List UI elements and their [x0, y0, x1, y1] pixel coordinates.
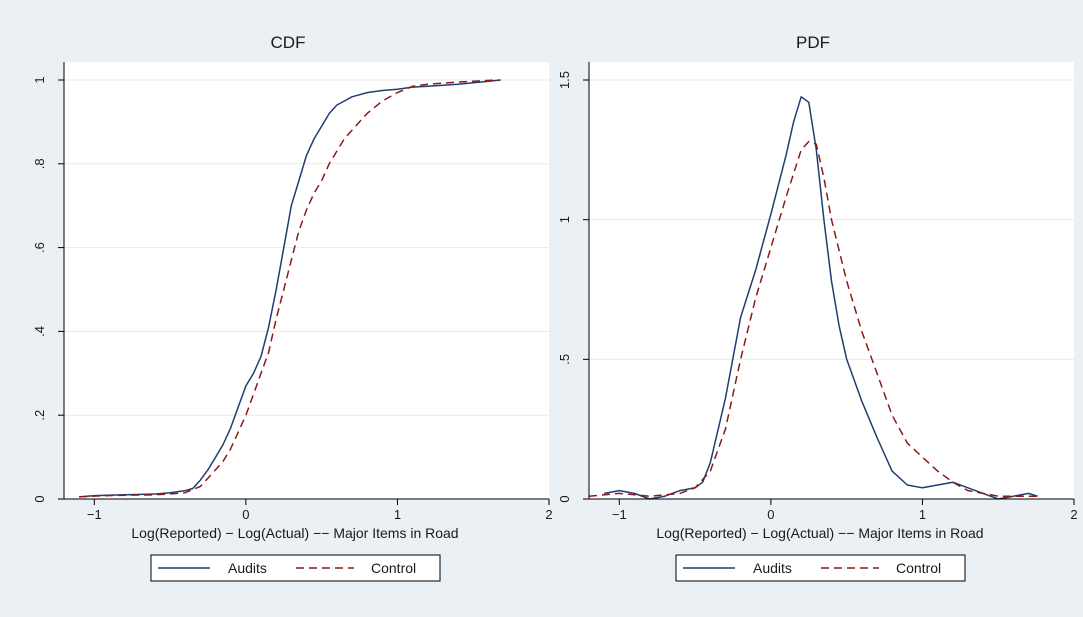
cdf-series-audits — [79, 79, 501, 498]
cdf-x-tick-label: 2 — [545, 507, 552, 522]
pdf-legend-label-control: Control — [896, 560, 941, 576]
pdf-panel: PDF 0 .5 1 1.5 −1 0 1 2 Log(Reported) − Log(Act… — [557, 33, 1078, 582]
pdf-series-audits — [604, 96, 1038, 500]
cdf-series-layer — [79, 79, 501, 498]
cdf-y-tick-label: .4 — [32, 326, 47, 337]
cdf-plot-area — [64, 62, 549, 499]
pdf-ticks: 0 .5 1 1.5 −1 0 1 2 — [557, 71, 1078, 522]
cdf-gridlines — [64, 79, 549, 416]
cdf-series-control — [79, 79, 501, 498]
cdf-y-tick-label: .2 — [32, 410, 47, 421]
cdf-y-tick-label: 1 — [32, 76, 47, 83]
cdf-legend-label-audits: Audits — [228, 560, 267, 576]
pdf-x-tick-label: 1 — [919, 507, 926, 522]
cdf-x-tick-label: 0 — [242, 507, 249, 522]
pdf-y-tick-label: 1 — [557, 216, 572, 223]
pdf-x-tick-label: 2 — [1070, 507, 1077, 522]
pdf-series-control — [588, 140, 1038, 497]
pdf-legend-label-audits: Audits — [753, 560, 792, 576]
pdf-x-tick-label: −1 — [612, 507, 627, 522]
cdf-x-axis-title: Log(Reported) − Log(Actual) −− Major Ite… — [131, 525, 458, 541]
cdf-title: CDF — [271, 33, 306, 52]
cdf-ticks: 0 .2 .4 .6 .8 1 −1 0 1 2 — [32, 76, 553, 522]
pdf-series-layer — [588, 96, 1038, 500]
cdf-legend-label-control: Control — [371, 560, 416, 576]
pdf-x-tick-label: 0 — [767, 507, 774, 522]
cdf-x-tick-label: −1 — [87, 507, 102, 522]
pdf-legend: Audits Control — [675, 554, 966, 582]
cdf-legend: Audits Control — [150, 554, 441, 582]
cdf-y-tick-label: 0 — [32, 495, 47, 502]
pdf-title: PDF — [796, 33, 830, 52]
pdf-y-tick-label: .5 — [557, 354, 572, 365]
cdf-y-tick-label: .8 — [32, 158, 47, 169]
pdf-y-tick-label: 1.5 — [557, 71, 572, 89]
cdf-panel: CDF 0 .2 .4 .6 .8 1 −1 0 1 2 Log(Reported) − Log(… — [32, 33, 553, 582]
cdf-x-tick-label: 1 — [394, 507, 401, 522]
pdf-y-tick-label: 0 — [557, 495, 572, 502]
cdf-y-tick-label: .6 — [32, 242, 47, 253]
pdf-x-axis-title: Log(Reported) − Log(Actual) −− Major Ite… — [656, 525, 983, 541]
